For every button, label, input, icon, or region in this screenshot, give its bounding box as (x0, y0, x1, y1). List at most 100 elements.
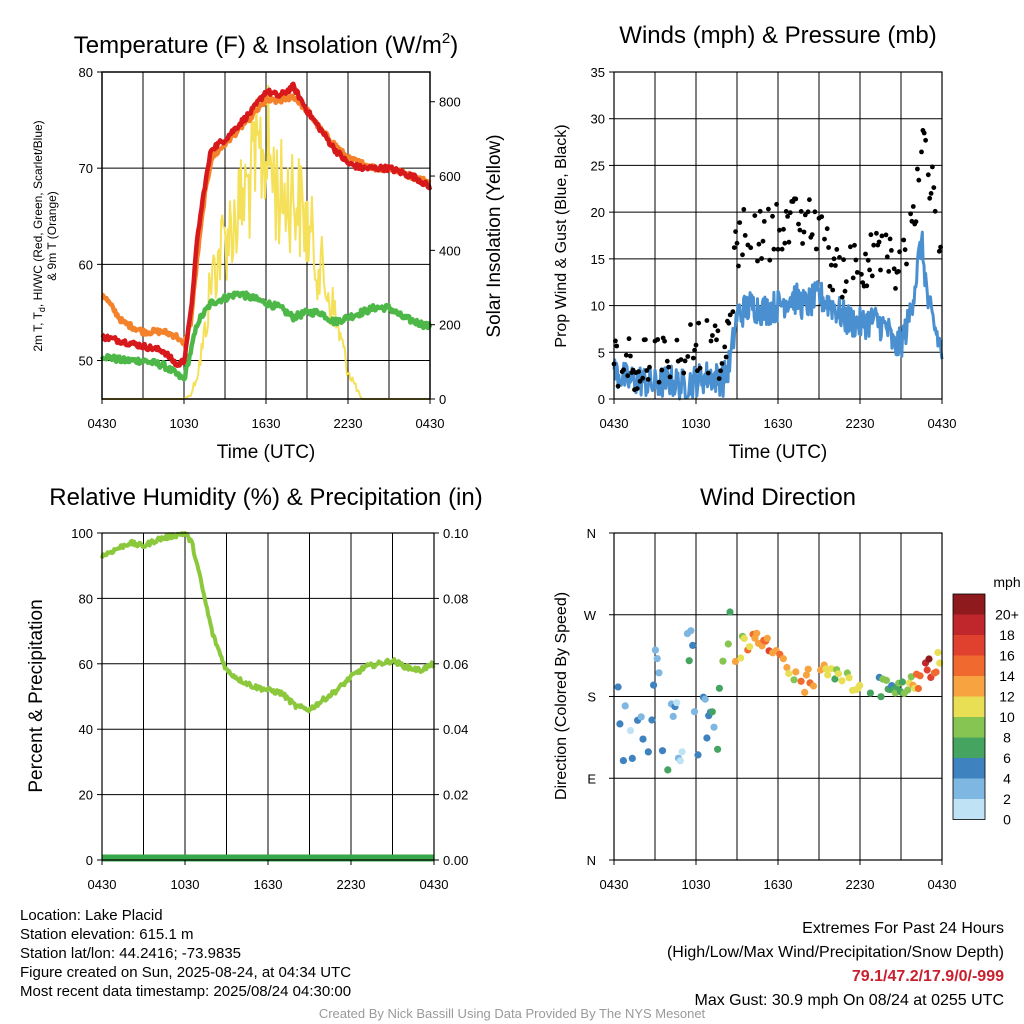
gust-point (883, 232, 889, 238)
humidity-grid (102, 533, 434, 860)
x-tick-label: 0430 (600, 877, 629, 892)
gust-point (864, 283, 870, 289)
legend-label: 14 (999, 668, 1015, 684)
legend-frame (952, 593, 986, 820)
gust-point (853, 257, 859, 263)
gust-point (842, 288, 848, 294)
gust-point (837, 255, 842, 260)
legend-swatch (953, 696, 985, 717)
gust-point (775, 246, 781, 252)
y-tick-label: 10 (591, 299, 605, 314)
station-location: Location: Lake Placid (20, 907, 163, 924)
direction-point (616, 720, 624, 728)
legend-swatch (953, 676, 985, 697)
direction-point (923, 666, 931, 674)
legend-label: 10 (999, 709, 1015, 725)
gust-point (628, 353, 633, 359)
gust-point (916, 177, 922, 183)
gust-point (868, 232, 874, 238)
gust-point (645, 377, 651, 382)
gust-point (771, 246, 777, 252)
gust-point (879, 233, 885, 239)
x-tick-label: 1030 (682, 877, 711, 892)
gust-point (704, 318, 710, 323)
gust-point (755, 258, 760, 264)
gust-point (757, 208, 763, 214)
insolation-y-axis-label: Solar Insolation (Yellow) (484, 134, 505, 337)
gust-point (928, 191, 934, 196)
gust-point (643, 337, 648, 342)
direction-point (639, 735, 647, 743)
gust-point (760, 238, 766, 244)
direction-point (783, 663, 791, 672)
y2-tick-label: 0.06 (443, 657, 468, 672)
y-tick-label: W (584, 608, 597, 623)
gust-point (634, 386, 640, 391)
y2-tick-label: 0.10 (443, 526, 468, 541)
direction-point (651, 646, 660, 654)
direction-point (925, 655, 933, 663)
figure-created: Figure created on Sun, 2025-08-24, at 04… (20, 964, 352, 981)
gust-point (850, 275, 856, 281)
gust-point (923, 137, 928, 143)
gust-point (656, 379, 662, 385)
gust-point (874, 230, 879, 236)
legend-swatch (953, 594, 985, 615)
temperature-y-ticks: 50 60 70 80 (79, 65, 102, 369)
gust-point (731, 245, 737, 251)
gust-point (761, 219, 767, 224)
gust-point (863, 251, 868, 257)
gust-point (708, 338, 714, 344)
y-tick-label: 35 (591, 65, 605, 80)
extremes-info: Extremes For Past 24 Hours (High/Low/Max… (667, 917, 1004, 1013)
y-tick-label: 15 (591, 252, 605, 267)
y2-tick-label: 800 (439, 95, 461, 110)
direction-point (673, 699, 681, 707)
x-tick-label: 1630 (764, 877, 793, 892)
gust-point (889, 248, 894, 253)
x-tick-label: 2230 (334, 416, 363, 431)
gust-point (805, 209, 811, 215)
gust-point (904, 261, 909, 267)
legend-label: 8 (1003, 729, 1011, 745)
direction-series (614, 608, 944, 774)
x-tick-label: 0430 (88, 877, 117, 892)
direction-point (626, 727, 635, 735)
legend-swatch (953, 717, 985, 738)
direction-point (724, 640, 732, 648)
gust-point (759, 256, 764, 261)
gust-point (822, 236, 827, 242)
max-gust: Max Gust: 30.9 mph On 08/24 at 0255 UTC (694, 992, 1005, 1009)
gust-point (659, 367, 665, 373)
gust-point (813, 246, 819, 252)
temperature-x-ticks: 0430 1030 1630 2230 0430 (88, 399, 444, 431)
direction-point (779, 655, 787, 663)
x-tick-label: 2230 (337, 877, 366, 892)
gust-point (712, 323, 718, 329)
gust-point (827, 283, 833, 289)
direction-point (824, 671, 832, 679)
gust-point (766, 206, 771, 212)
y-tick-label: N (587, 526, 596, 541)
gust-point (756, 241, 762, 247)
direction-point (719, 657, 727, 665)
gust-point (692, 347, 697, 353)
direction-point (866, 689, 875, 697)
gust-point (800, 241, 805, 246)
credit-line: Created By Nick Bassill Using Data Provi… (318, 1006, 706, 1021)
gust-point (828, 262, 834, 268)
station-info: Location: Lake Placid Station elevation:… (20, 906, 351, 1001)
temperature-y-axis-label-line2: & 9m T (Orange) (45, 191, 59, 281)
gust-point (674, 337, 680, 343)
gust-point (664, 358, 670, 364)
gust-point (655, 337, 661, 342)
direction-point (658, 747, 667, 755)
gust-point (826, 245, 831, 250)
gust-point (625, 373, 631, 379)
direction-point (653, 655, 661, 663)
y-tick-label: 25 (591, 158, 605, 173)
y-tick-label: N (587, 853, 596, 868)
gust-point (812, 209, 818, 215)
gust-point (848, 244, 853, 250)
